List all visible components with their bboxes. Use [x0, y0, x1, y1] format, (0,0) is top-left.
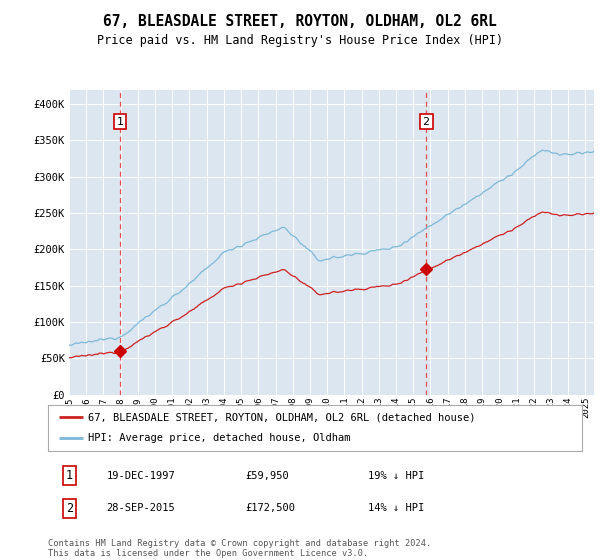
Text: £59,950: £59,950 — [245, 471, 289, 481]
Text: 19% ↓ HPI: 19% ↓ HPI — [368, 471, 425, 481]
Text: 2: 2 — [66, 502, 73, 515]
Text: 2: 2 — [422, 116, 430, 127]
Text: Price paid vs. HM Land Registry's House Price Index (HPI): Price paid vs. HM Land Registry's House … — [97, 34, 503, 46]
Text: 1: 1 — [66, 469, 73, 482]
Text: 67, BLEASDALE STREET, ROYTON, OLDHAM, OL2 6RL: 67, BLEASDALE STREET, ROYTON, OLDHAM, OL… — [103, 14, 497, 29]
Text: 28-SEP-2015: 28-SEP-2015 — [107, 503, 175, 514]
Text: HPI: Average price, detached house, Oldham: HPI: Average price, detached house, Oldh… — [88, 433, 350, 444]
Text: £172,500: £172,500 — [245, 503, 296, 514]
Text: 14% ↓ HPI: 14% ↓ HPI — [368, 503, 425, 514]
Text: 19-DEC-1997: 19-DEC-1997 — [107, 471, 175, 481]
Text: 1: 1 — [116, 116, 124, 127]
Text: 67, BLEASDALE STREET, ROYTON, OLDHAM, OL2 6RL (detached house): 67, BLEASDALE STREET, ROYTON, OLDHAM, OL… — [88, 412, 476, 422]
Text: Contains HM Land Registry data © Crown copyright and database right 2024.
This d: Contains HM Land Registry data © Crown c… — [48, 539, 431, 558]
